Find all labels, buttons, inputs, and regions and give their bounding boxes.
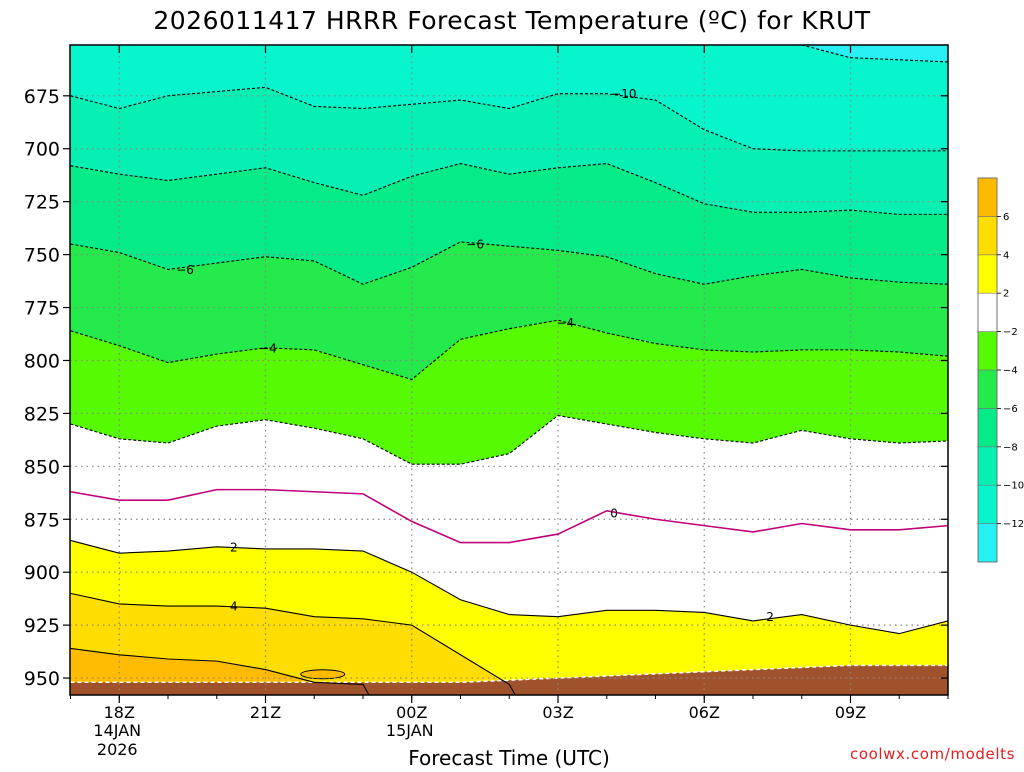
isotherm-label: 0 bbox=[610, 506, 618, 520]
x-tick-date-label: 14JAN bbox=[93, 721, 141, 740]
colorbar-label: 6 bbox=[1003, 212, 1009, 223]
y-tick-label: 850 bbox=[24, 456, 60, 478]
colorbar-bin bbox=[977, 484, 998, 524]
isotherm-label: −6 bbox=[176, 263, 194, 277]
x-tick-date-label: 15JAN bbox=[386, 721, 434, 740]
isotherm-label: 2 bbox=[230, 540, 238, 554]
isotherm-label: −6 bbox=[466, 238, 484, 252]
colorbar-bin bbox=[977, 331, 998, 371]
y-tick-label: 700 bbox=[24, 139, 60, 161]
colorbar-label: −6 bbox=[1003, 404, 1018, 415]
isotherm-minus10 bbox=[70, 86, 948, 152]
chart-title: 2026011417 HRRR Forecast Temperature (ºC… bbox=[153, 6, 870, 35]
x-tick-label: 06Z bbox=[689, 703, 720, 722]
colorbar-bin bbox=[977, 292, 998, 332]
ground-surface bbox=[70, 665, 948, 695]
isotherm-layer bbox=[70, 45, 948, 695]
isotherm-0 bbox=[70, 488, 948, 544]
temperature-fill-layer bbox=[70, 45, 948, 695]
y-tick-label: 825 bbox=[24, 403, 60, 425]
x-tick-label: 03Z bbox=[542, 703, 573, 722]
isotherm-label: 4 bbox=[230, 600, 238, 614]
x-tick-label: 18Z bbox=[104, 703, 135, 722]
colorbar-bin bbox=[977, 408, 998, 448]
colorbar-label: −4 bbox=[1003, 366, 1018, 377]
x-axis-label: Forecast Time (UTC) bbox=[408, 746, 610, 768]
y-tick-label: 875 bbox=[24, 509, 60, 531]
x-tick-label: 00Z bbox=[396, 703, 427, 722]
isotherm-2 bbox=[70, 539, 948, 635]
isotherm-label-layer: −10 −6 −6 −4 −4 0 2 2 4 bbox=[176, 87, 774, 624]
isotherm-6 bbox=[70, 647, 370, 695]
colorbar-label: 2 bbox=[1003, 289, 1009, 300]
isotherm-minus8 bbox=[70, 163, 948, 215]
y-tick-label: 925 bbox=[24, 615, 60, 637]
credit-text[interactable]: coolwx.com/modelts bbox=[850, 745, 1015, 763]
x-tick-year-label: 2026 bbox=[97, 740, 138, 759]
isotherm-minus6 bbox=[70, 241, 948, 285]
colorbar-bin bbox=[977, 177, 998, 217]
isotherm-4 bbox=[70, 592, 516, 695]
colorbar-bin bbox=[977, 369, 998, 409]
colorbar-label: −8 bbox=[1003, 442, 1018, 453]
isotherm-minus4 bbox=[70, 319, 948, 381]
y-tick-label: 675 bbox=[24, 86, 60, 108]
colorbar-label: 4 bbox=[1003, 250, 1009, 261]
colorbar-bin bbox=[977, 254, 998, 294]
colorbar-label: −10 bbox=[1003, 481, 1024, 492]
y-tick-label: 800 bbox=[24, 350, 60, 372]
ground-layer bbox=[70, 664, 948, 695]
colorbar-label: −12 bbox=[1003, 519, 1024, 530]
isotherm-label: −4 bbox=[259, 341, 277, 355]
x-tick-label: 21Z bbox=[250, 703, 281, 722]
y-tick-label: 775 bbox=[24, 298, 60, 320]
colorbar-bin bbox=[977, 216, 998, 256]
y-tick-label: 950 bbox=[24, 668, 60, 690]
y-tick-label: 900 bbox=[24, 562, 60, 584]
warm-pocket-contour bbox=[300, 669, 346, 680]
isotherm-label: 2 bbox=[766, 610, 774, 624]
x-tick-label: 09Z bbox=[835, 703, 866, 722]
isotherm-minus12 bbox=[781, 45, 948, 63]
y-tick-label: 750 bbox=[24, 245, 60, 267]
y-tick-label: 725 bbox=[24, 192, 60, 214]
grid-layer bbox=[70, 45, 948, 695]
isotherm-label: −4 bbox=[556, 316, 574, 330]
isotherm-minus2 bbox=[70, 414, 948, 465]
surface-line bbox=[70, 664, 948, 684]
colorbar-label: −2 bbox=[1003, 327, 1018, 338]
colorbar: −12 −10 −8 −6 −4 −2 2 4 6 bbox=[977, 177, 1024, 563]
isotherm-label: −10 bbox=[611, 87, 636, 101]
colorbar-bin bbox=[977, 523, 998, 563]
colorbar-bin bbox=[977, 446, 998, 486]
y-axis: 675 700 725 750 775 800 825 850 875 900 925 950 bbox=[24, 86, 948, 690]
